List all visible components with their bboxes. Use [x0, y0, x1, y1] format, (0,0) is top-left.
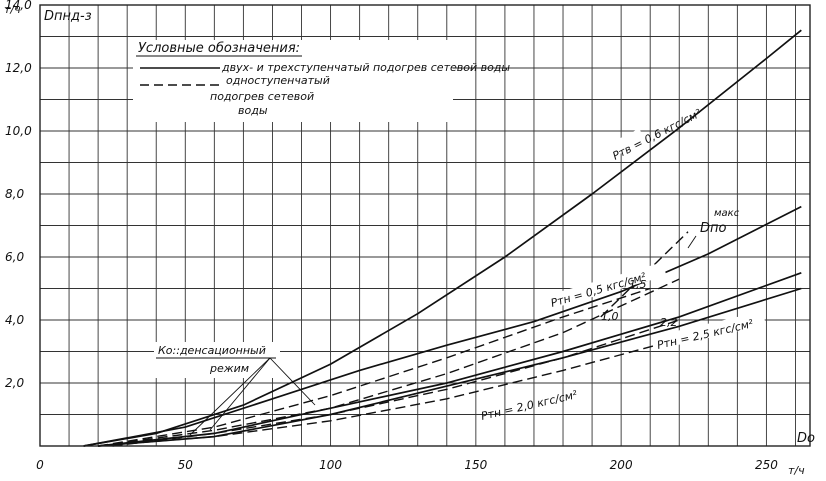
y-tick-label: 6,0: [5, 250, 24, 264]
y-tick-label: 14,0: [5, 0, 32, 12]
p-tn-05-label-bg: [547, 262, 667, 309]
series-line-1: [83, 29, 802, 447]
x-tick-labels: 0 50 100 150 200 250: [36, 458, 778, 472]
legend: Условные обозначения: двух- и трехступен…: [133, 40, 510, 122]
y-tick-labels: 2,0 4,0 6,0 8,0 10,0 12,0 14,0: [5, 0, 32, 390]
condensing-mode-label-bg: [154, 342, 280, 378]
d-po-max-label: Dпо: [700, 221, 727, 236]
x-axis-label: Dо: [797, 431, 815, 446]
legend-dashed-label-3: воды: [238, 104, 268, 117]
condensing-mode-label-1: Ко::денсационный: [158, 344, 266, 357]
y-tick-label: 12,0: [5, 61, 32, 75]
x-axis-unit: т/ч: [788, 464, 805, 477]
series-line-3: [98, 272, 802, 447]
series-group: [83, 29, 802, 447]
legend-title: Условные обозначения:: [138, 41, 300, 56]
p-tv-06-label-bg: [607, 128, 646, 158]
series-line-6: [98, 278, 680, 447]
series-line-2: [83, 205, 802, 447]
x-tick-label: 0: [36, 458, 44, 472]
series-line-4: [98, 287, 802, 447]
x-tick-label: 200: [610, 458, 633, 472]
condensing-mode-leader-1: [189, 357, 271, 436]
condensing-mode-leader-3: [269, 357, 316, 406]
condensing-mode-label-2: режим: [209, 362, 249, 375]
ratio-22-label: 2,2: [660, 316, 678, 329]
x-tick-label: 250: [755, 458, 778, 472]
plot-frame: [39, 4, 811, 447]
condensing-mode-callout: Ко::денсационный режим: [154, 342, 316, 436]
d-po-max-leader: [687, 235, 697, 249]
legend-solid-label: двух- и трехступенчатый подогрев сетевой…: [221, 61, 510, 74]
y-axis-unit: т/ч: [4, 3, 21, 16]
x-tick-label: 50: [178, 458, 194, 472]
legend-box: [133, 40, 453, 122]
ratio-15-label: 1,5: [629, 278, 647, 291]
d-po-max-superscript: макс: [714, 208, 740, 219]
y-tick-label: 4,0: [5, 313, 24, 327]
y-tick-label: 2,0: [5, 376, 24, 390]
legend-dashed-label-2: подогрев сетевой: [210, 90, 314, 103]
y-tick-label: 8,0: [5, 187, 24, 201]
series-line-7: [112, 319, 680, 447]
ratio-10-label: 1,0: [601, 310, 619, 323]
condensing-mode-leader-2: [209, 357, 271, 431]
legend-dashed-label-1: одноступенчатый: [226, 74, 330, 87]
y-tick-label: 10,0: [5, 124, 32, 138]
p-tn-25-label-bg: [653, 311, 766, 350]
series-line-8: [98, 338, 680, 447]
y-axis-label: Dпнд-з: [44, 9, 92, 24]
x-tick-label: 150: [464, 458, 487, 472]
x-tick-label: 100: [319, 458, 342, 472]
